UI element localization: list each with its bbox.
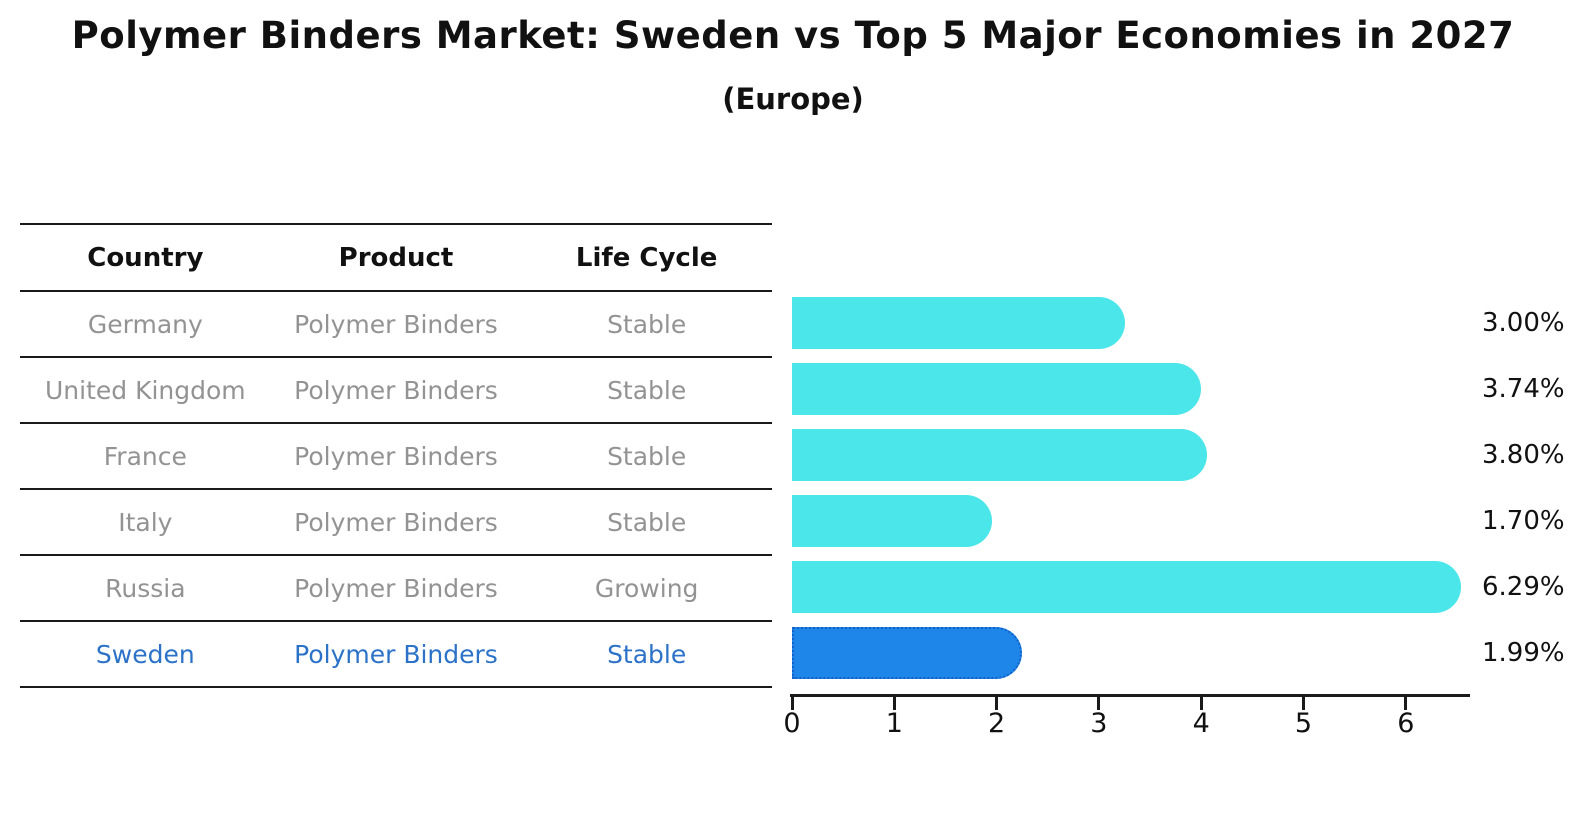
table-header-country: Country bbox=[87, 242, 204, 273]
x-axis-tick-label: 5 bbox=[1294, 708, 1313, 739]
table-cell-product: Polymer Binders bbox=[294, 639, 498, 669]
table-row-germany: Germany Polymer Binders Stable bbox=[20, 292, 772, 358]
bar-russia bbox=[792, 561, 1462, 613]
table-cell-lifecycle: Stable bbox=[607, 507, 687, 537]
x-axis-tick-label: 3 bbox=[1090, 708, 1108, 739]
chart-subtitle: (Europe) bbox=[722, 82, 864, 116]
chart-title: Polymer Binders Market: Sweden vs Top 5 … bbox=[71, 14, 1515, 57]
x-axis-tick bbox=[1097, 697, 1101, 710]
x-axis-line bbox=[790, 694, 1470, 697]
table-cell-lifecycle: Stable bbox=[607, 375, 687, 405]
value-label-russia: 6.29% bbox=[1482, 572, 1565, 602]
value-label-sweden: 1.99% bbox=[1482, 638, 1565, 668]
value-label-france: 3.80% bbox=[1482, 440, 1565, 470]
x-axis-tick bbox=[790, 697, 794, 710]
table-row-russia: Russia Polymer Binders Growing bbox=[20, 556, 772, 622]
value-label-germany: 3.00% bbox=[1482, 308, 1565, 338]
table-cell-country: Russia bbox=[105, 573, 186, 603]
table-cell-product: Polymer Binders bbox=[294, 309, 498, 339]
x-axis-tick-label: 1 bbox=[885, 708, 903, 739]
x-axis-tick bbox=[892, 697, 896, 710]
table-body: Germany Polymer Binders Stable United Kingd… bbox=[20, 292, 772, 688]
table-row-france: France Polymer Binders Stable bbox=[20, 424, 772, 490]
x-axis-tick bbox=[1302, 697, 1305, 710]
table-cell-product: Polymer Binders bbox=[294, 573, 498, 603]
x-axis-tick-label: 0 bbox=[783, 708, 801, 739]
table-cell-product: Polymer Binders bbox=[294, 375, 498, 405]
table-header-row: Country Product Life Cycle bbox=[20, 225, 772, 292]
table-cell-lifecycle: Stable bbox=[607, 441, 687, 471]
table-cell-lifecycle: Stable bbox=[607, 639, 687, 669]
country-table: Country Product Life Cycle Germany Polyme… bbox=[20, 223, 772, 688]
table-cell-country: France bbox=[103, 441, 187, 471]
table-cell-product: Polymer Binders bbox=[294, 441, 498, 471]
table-cell-lifecycle: Growing bbox=[594, 573, 699, 603]
table-cell-country: United Kingdom bbox=[44, 375, 246, 405]
table-cell-product: Polymer Binders bbox=[294, 507, 498, 537]
value-label-united-kingdom: 3.74% bbox=[1482, 374, 1565, 404]
table-cell-country: Sweden bbox=[95, 639, 195, 669]
bar-france bbox=[792, 429, 1207, 481]
table-cell-lifecycle: Stable bbox=[607, 309, 687, 339]
bar-germany bbox=[792, 297, 1125, 349]
bar-united-kingdom bbox=[792, 363, 1201, 415]
table-cell-country: Italy bbox=[118, 507, 173, 537]
table-row-sweden: Sweden Polymer Binders Stable bbox=[20, 622, 772, 688]
table-header-product: Product bbox=[338, 242, 454, 273]
x-axis-tick-label: 4 bbox=[1192, 708, 1210, 739]
table-header-lifecycle: Life Cycle bbox=[575, 242, 718, 273]
x-axis-tick bbox=[1199, 697, 1203, 710]
x-axis-tick-label: 2 bbox=[988, 708, 1006, 739]
bar-sweden bbox=[792, 627, 1022, 679]
x-axis-tick bbox=[995, 697, 999, 710]
table-row-italy: Italy Polymer Binders Stable bbox=[20, 490, 772, 556]
table-cell-country: Germany bbox=[87, 309, 203, 339]
value-label-italy: 1.70% bbox=[1482, 506, 1565, 536]
x-axis-tick bbox=[1404, 697, 1408, 710]
table-row-united-kingdom: United Kingdom Polymer Binders Stable bbox=[20, 358, 772, 424]
bar-italy bbox=[792, 495, 992, 547]
x-axis-tick-label: 6 bbox=[1397, 708, 1415, 739]
